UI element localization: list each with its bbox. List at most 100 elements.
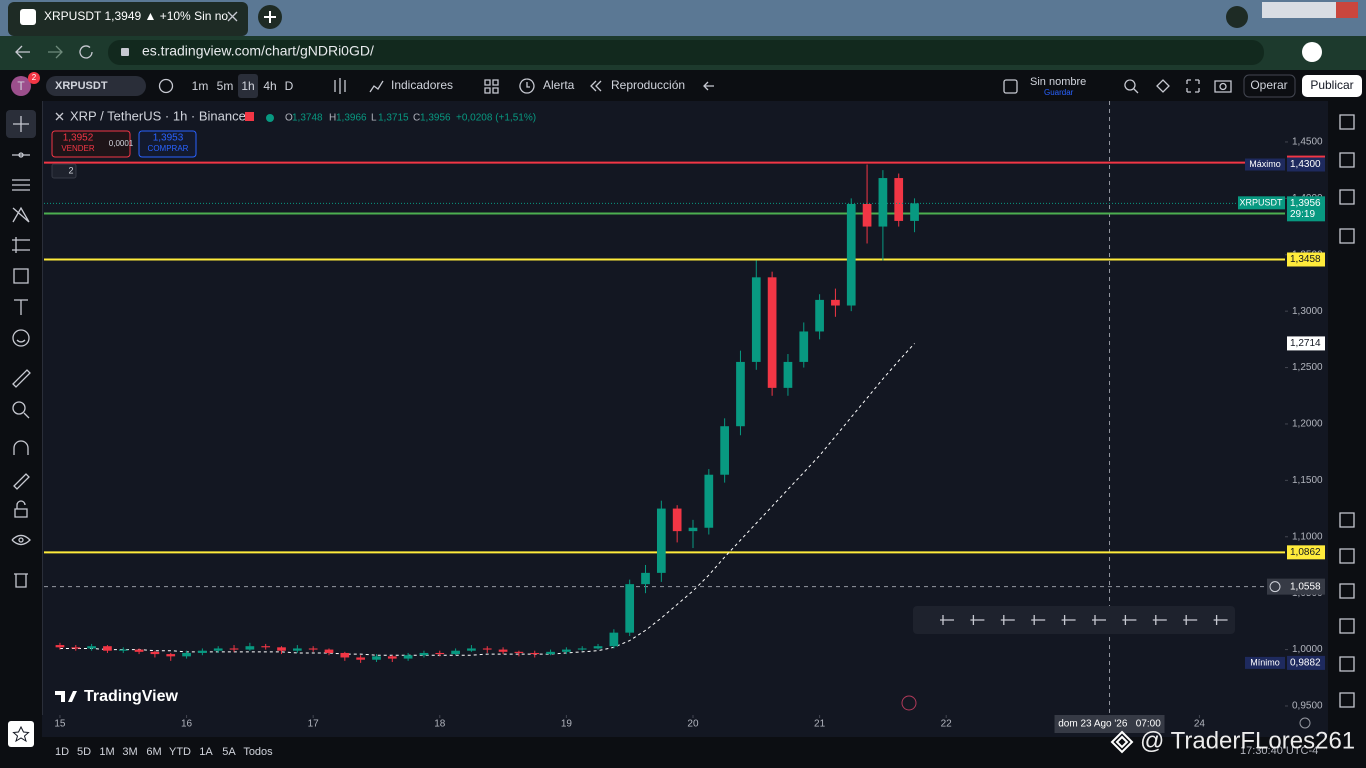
candle-body	[656, 508, 666, 573]
indicators-button[interactable]: Indicadores	[391, 78, 453, 92]
candle-body	[277, 647, 286, 651]
toolbar-icon[interactable]	[703, 81, 714, 91]
drawing-tool[interactable]	[12, 401, 30, 419]
ohlc-key: C	[413, 113, 420, 124]
back-button[interactable]	[15, 45, 30, 59]
interval-button[interactable]: D	[285, 79, 294, 93]
float-tool[interactable]	[1031, 615, 1046, 625]
profile[interactable]	[1302, 42, 1322, 62]
drawing-tool[interactable]	[12, 179, 30, 191]
sidebar-icon[interactable]	[1339, 152, 1355, 168]
toolbar-icon[interactable]	[1186, 79, 1200, 93]
interval-button[interactable]: 1m	[192, 79, 209, 93]
favorites-button[interactable]	[8, 721, 34, 747]
range-button[interactable]: 1M	[99, 746, 114, 758]
drawing-tool[interactable]	[12, 237, 30, 253]
sidebar-icon[interactable]	[1339, 189, 1355, 205]
sidebar-icon[interactable]	[1339, 656, 1355, 672]
publish-button[interactable]	[1302, 75, 1362, 97]
tab-search[interactable]	[1226, 6, 1248, 28]
float-tool[interactable]	[1061, 615, 1076, 625]
tab[interactable]	[8, 2, 248, 36]
alert-button[interactable]: Alerta	[543, 78, 575, 92]
float-tool[interactable]	[1092, 615, 1106, 625]
sidebar-icon[interactable]	[1339, 692, 1355, 708]
drawing-tool[interactable]	[13, 440, 29, 455]
ohlc-value: 1,3748	[292, 113, 323, 124]
interval-button[interactable]: 5m	[217, 79, 234, 93]
buy-button[interactable]	[138, 130, 197, 158]
layout-name[interactable]: Sin nombre	[1030, 76, 1086, 88]
trade-button[interactable]	[1243, 74, 1296, 98]
drawing-tool[interactable]	[14, 573, 28, 588]
interval-button[interactable]: 4h	[263, 79, 276, 93]
sidebar-icon[interactable]	[1339, 114, 1355, 130]
range-button[interactable]: 5D	[77, 746, 91, 758]
sidebar-icon[interactable]	[1339, 583, 1355, 599]
float-tool[interactable]	[1122, 615, 1137, 625]
range-button[interactable]: Todos	[243, 746, 273, 758]
avatar[interactable]	[11, 76, 31, 96]
range-button[interactable]: 1A	[199, 746, 213, 758]
float-tool[interactable]	[1183, 615, 1198, 625]
settings-gear[interactable]	[1299, 717, 1311, 729]
range-button[interactable]: 3M	[122, 746, 137, 758]
toolbar-icon[interactable]	[1214, 80, 1232, 93]
range-button[interactable]: YTD	[169, 746, 191, 758]
toolbar-icon[interactable]	[334, 78, 346, 94]
sidebar-icon[interactable]	[1339, 228, 1355, 244]
interval-button[interactable]: 1h	[241, 79, 254, 93]
compare-button[interactable]	[158, 78, 174, 94]
x-tick-label: 21	[814, 719, 826, 730]
float-tool[interactable]	[1213, 615, 1228, 625]
sell-button[interactable]	[51, 130, 131, 158]
drawing-tool[interactable]	[13, 268, 29, 284]
float-tool[interactable]	[940, 615, 954, 625]
drawing-tool[interactable]	[12, 329, 30, 347]
sidebar-icon[interactable]	[1339, 512, 1355, 528]
toolbar-icon[interactable]	[1156, 79, 1170, 93]
window-controls[interactable]	[1262, 2, 1358, 18]
replay-button[interactable]: Reproducción	[611, 78, 685, 92]
candle-body	[103, 646, 112, 651]
float-tool[interactable]	[1152, 615, 1167, 625]
legend-close[interactable]	[55, 112, 64, 121]
candle-body	[593, 646, 603, 649]
toolbar-icon[interactable]	[369, 80, 384, 93]
toolbar-icon[interactable]	[484, 79, 499, 94]
save-label[interactable]: Guardar	[1044, 88, 1074, 97]
drawing-tool[interactable]	[14, 500, 28, 518]
toolbar-icon[interactable]	[590, 80, 602, 92]
layout-checkbox[interactable]	[1003, 79, 1018, 94]
forward-button[interactable]	[48, 45, 63, 59]
drawing-tool[interactable]	[11, 534, 31, 546]
toolbar-icon[interactable]	[519, 78, 535, 94]
window-close[interactable]	[1336, 2, 1358, 18]
add-alert[interactable]	[1269, 581, 1281, 593]
symbol-search[interactable]	[46, 76, 146, 96]
address-bar[interactable]	[108, 40, 1264, 65]
drawing-tool[interactable]	[12, 152, 30, 158]
range-button[interactable]: 5A	[222, 746, 236, 758]
url[interactable]: es.tradingview.com/chart/gNDRi0GD/	[142, 43, 374, 59]
watermark-icon	[1110, 730, 1134, 754]
range-button[interactable]: 6M	[146, 746, 161, 758]
float-tool[interactable]	[970, 615, 985, 625]
indicators-toggle[interactable]	[51, 163, 77, 179]
reload-button[interactable]	[79, 45, 93, 59]
drawing-tool[interactable]	[13, 116, 29, 132]
toolbar-icon[interactable]	[1124, 79, 1139, 94]
drawing-tool[interactable]	[14, 299, 28, 315]
sidebar-icon[interactable]	[1339, 548, 1355, 564]
sidebar-icon[interactable]	[1339, 618, 1355, 634]
lightning-icon[interactable]	[901, 695, 917, 711]
candle-body	[609, 632, 619, 647]
range-button[interactable]: 1D	[55, 746, 69, 758]
float-tool[interactable]	[1000, 615, 1015, 625]
drawing-tool[interactable]	[12, 369, 31, 388]
tab-close[interactable]	[227, 11, 238, 22]
drawing-tool[interactable]	[12, 206, 30, 223]
drawing-tool[interactable]	[13, 473, 30, 490]
flag[interactable]	[245, 112, 254, 121]
